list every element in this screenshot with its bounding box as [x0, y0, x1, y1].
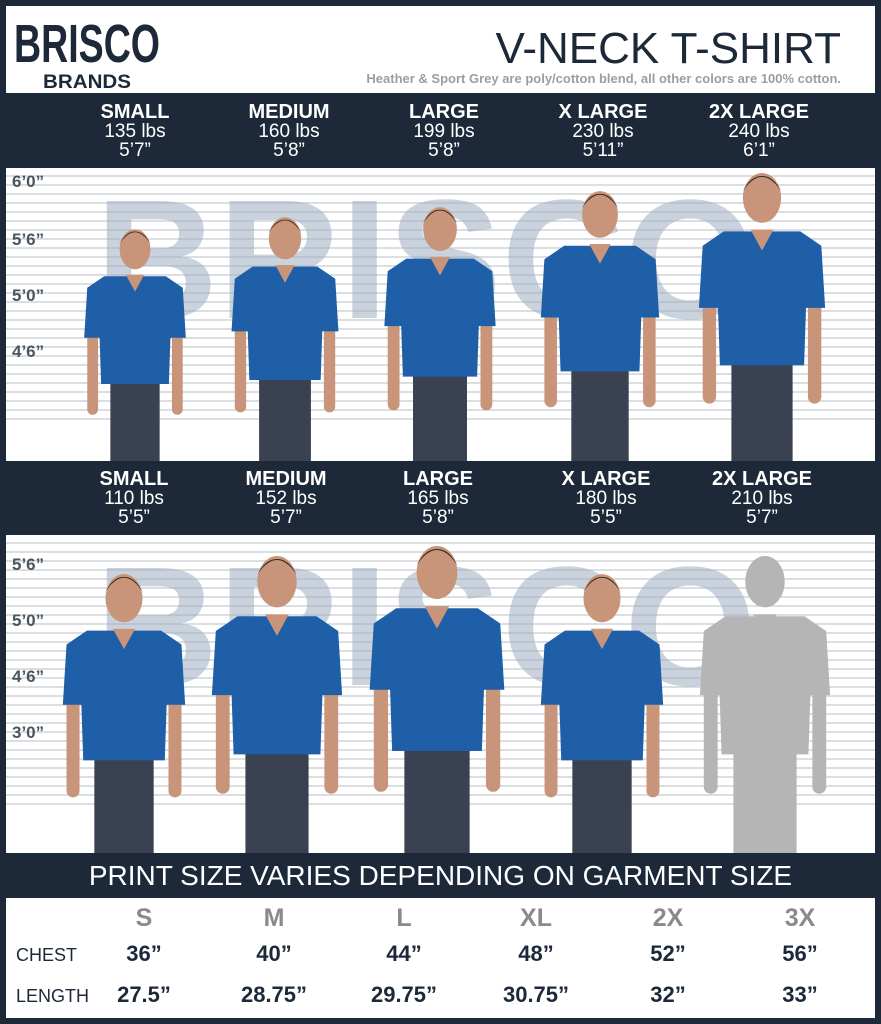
measurement-cell: 30.75” — [502, 982, 570, 1007]
size-label: SMALL 110 lbs 5’5” — [54, 468, 214, 528]
brisco-brands-logo: BRISCO BRANDS — [14, 14, 160, 90]
size-height: 5’7” — [270, 507, 302, 528]
fabric-note: Heather & Sport Grey are poly/cotton ble… — [366, 71, 841, 86]
size-weight: 199 lbs — [413, 121, 475, 142]
model-figure — [369, 545, 505, 853]
measurement-cell: 44” — [386, 941, 422, 966]
height-mark: 5’6” — [12, 230, 45, 249]
model-figure — [540, 574, 664, 853]
measurement-cell: 40” — [256, 941, 292, 966]
size-height: 5’11” — [582, 140, 624, 161]
size-name: MEDIUM — [245, 468, 327, 490]
size-label: LARGE 199 lbs 5’8” — [364, 101, 524, 161]
men-size-labels: SMALL 135 lbs 5’7” MEDIUM 160 lbs 5’8” LARGE 19… — [0, 95, 881, 167]
size-label: MEDIUM 152 lbs 5’7” — [206, 468, 366, 528]
women-photo: BRISCO 5’6”5’0”4’6”3’0” — [6, 535, 875, 853]
size-name: X LARGE — [561, 468, 651, 490]
model-figure — [384, 207, 496, 461]
model-figure — [540, 191, 660, 461]
height-mark: 6’0” — [12, 172, 45, 191]
size-weight: 230 lbs — [572, 121, 634, 142]
svg-text:BRANDS: BRANDS — [43, 72, 131, 90]
measurement-cell: 28.75” — [240, 982, 308, 1007]
row-label: LENGTH — [16, 986, 90, 1006]
size-header: M — [263, 904, 285, 932]
size-label: 2X LARGE 240 lbs 6’1” — [679, 101, 839, 161]
size-name: SMALL — [99, 468, 169, 490]
size-header: S — [135, 904, 153, 932]
size-height: 5’8” — [428, 140, 460, 161]
men-photo: BRISCO 6’0”5’6”5’0”4’6” — [6, 168, 875, 461]
size-name: 2X LARGE — [708, 101, 810, 123]
measurement-cell: 29.75” — [370, 982, 438, 1007]
size-weight: 240 lbs — [728, 121, 790, 142]
measurement-cell: 36” — [126, 941, 162, 966]
height-mark: 4’6” — [12, 342, 45, 361]
size-header: L — [396, 904, 412, 932]
size-height: 5’8” — [273, 140, 305, 161]
size-name: 2X LARGE — [711, 468, 813, 490]
size-weight: 110 lbs — [104, 488, 164, 509]
measurement-cell: 32” — [650, 982, 686, 1007]
size-header: XL — [520, 904, 552, 932]
header: BRISCO BRANDS V-NECK T-SHIRT Heather & S… — [6, 6, 875, 93]
print-size-banner: PRINT SIZE VARIES DEPENDING ON GARMENT S… — [88, 860, 793, 891]
measurement-cell: 56” — [782, 941, 818, 966]
measurement-cell: 52” — [650, 941, 686, 966]
size-label: LARGE 165 lbs 5’8” — [358, 468, 518, 528]
measurement-cell: 48” — [518, 941, 554, 966]
height-mark: 5’0” — [12, 286, 45, 305]
size-height: 5’7” — [746, 507, 778, 528]
size-height: 5’5” — [590, 507, 622, 528]
size-label: X LARGE 230 lbs 5’11” — [523, 101, 683, 161]
size-name: MEDIUM — [248, 101, 330, 123]
size-weight: 165 lbs — [407, 488, 469, 509]
size-weight: 180 lbs — [575, 488, 637, 509]
height-mark: 5’6” — [12, 555, 45, 574]
size-weight: 160 lbs — [258, 121, 320, 142]
model-figure — [62, 574, 186, 853]
model-figure — [231, 217, 339, 461]
size-weight: 152 lbs — [255, 488, 317, 509]
size-name: LARGE — [403, 468, 473, 490]
size-name: LARGE — [409, 101, 479, 123]
size-name: SMALL — [100, 101, 170, 123]
svg-text:BRISCO: BRISCO — [14, 14, 160, 74]
model-figure — [211, 556, 343, 853]
size-height: 5’5” — [118, 507, 150, 528]
size-weight: 210 lbs — [731, 488, 793, 509]
model-figure — [698, 173, 826, 461]
measurement-cell: 27.5” — [117, 982, 171, 1007]
size-height: 6’1” — [743, 140, 775, 161]
measurement-cell: 33” — [782, 982, 818, 1007]
size-header: 3X — [784, 904, 816, 932]
row-label: CHEST — [16, 945, 78, 965]
size-label: MEDIUM 160 lbs 5’8” — [209, 101, 369, 161]
height-mark: 4’6” — [12, 667, 45, 686]
size-height: 5’7” — [119, 140, 151, 161]
height-mark: 5’0” — [12, 611, 45, 630]
placeholder-silhouette — [699, 556, 831, 853]
size-label: 2X LARGE 210 lbs 5’7” — [682, 468, 842, 528]
size-table: S M L XL 2X 3X CHEST 36” 40” 44” 48” 52” 56” LENGTH 27… — [6, 898, 875, 1018]
product-title: V-NECK T-SHIRT — [495, 24, 841, 73]
women-size-labels: SMALL 110 lbs 5’5” MEDIUM 152 lbs 5’7” LARGE 16… — [0, 462, 881, 534]
size-weight: 135 lbs — [104, 121, 166, 142]
height-mark: 3’0” — [12, 723, 45, 742]
model-figure — [84, 229, 186, 461]
size-label: SMALL 135 lbs 5’7” — [55, 101, 215, 161]
size-name: X LARGE — [558, 101, 648, 123]
size-height: 5’8” — [422, 507, 454, 528]
size-label: X LARGE 180 lbs 5’5” — [526, 468, 686, 528]
size-header: 2X — [652, 904, 684, 932]
